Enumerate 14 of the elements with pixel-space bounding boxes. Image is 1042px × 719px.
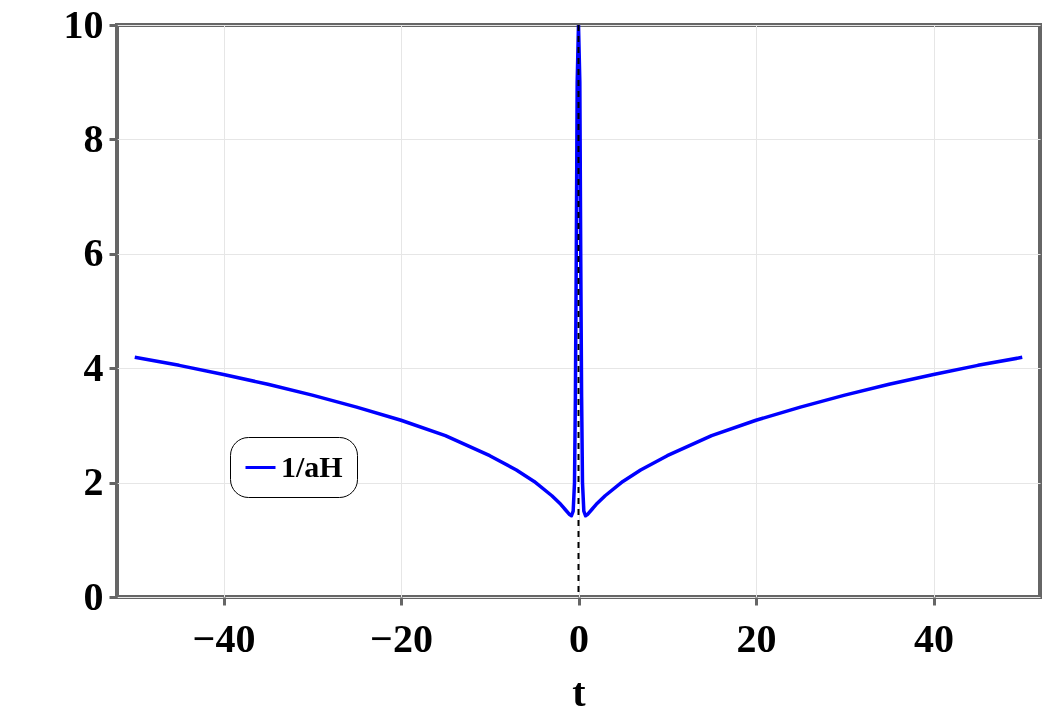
x-tick-label: 20 [736, 615, 777, 661]
y-tick-label: 2 [83, 459, 104, 505]
y-tick-label: 4 [83, 344, 104, 390]
y-tick-label: 6 [83, 230, 104, 276]
y-tick-label: 10 [63, 1, 104, 47]
x-tick-label: −20 [370, 615, 433, 661]
y-tick-label: 0 [83, 573, 104, 619]
x-tick-label: −40 [192, 615, 256, 661]
x-axis-title: t [572, 669, 587, 715]
x-tick-label: 40 [914, 615, 954, 661]
line-series [133, 25, 1024, 518]
y-tick-label: 8 [83, 115, 104, 161]
legend-label: 1/aH [281, 449, 343, 483]
x-tick-label: 0 [569, 615, 589, 661]
